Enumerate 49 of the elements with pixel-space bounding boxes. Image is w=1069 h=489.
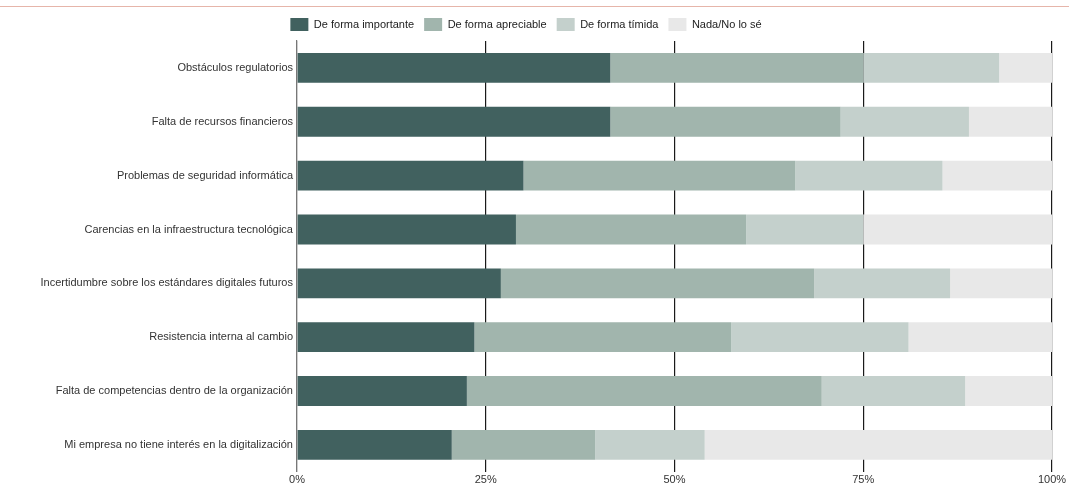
x-tick-label: 0% [289,473,306,486]
bar [610,52,864,83]
bar [523,160,796,191]
legend-label: De forma apreciable [447,17,547,30]
legend-label: De forma tímida [580,17,660,30]
y-tick-label: Obstáculos regulatorios [177,60,294,73]
x-tick-label: 100% [1037,473,1067,486]
bar [863,214,1052,245]
y-tick-label: Falta de recursos financieros [151,114,294,127]
bar [297,52,611,83]
bar [466,376,822,406]
bar [610,106,841,137]
bar [999,52,1052,83]
y-tick-label: Problemas de seguridad informática [116,168,294,181]
bar [731,322,909,353]
bar [968,106,1052,137]
y-tick-label: Resistencia interna al cambio [149,330,293,343]
bar [704,429,1052,460]
bar [297,106,611,137]
bar [515,214,747,245]
y-tick-label: Mi empresa no tiene interés en la digitalización [64,437,293,450]
bar [965,376,1052,406]
bar [297,160,524,191]
y-tick-label: Falta de competencias dentro de la organización [55,384,293,397]
legend-label: De forma importante [313,17,415,30]
bar [908,322,1052,353]
bar [821,376,966,406]
bar [814,268,951,299]
bar [746,214,864,245]
y-tick-label: Incertidumbre sobre los estándares digitales futuros [40,276,294,289]
x-tick-label: 50% [663,473,686,486]
bar [451,429,596,460]
bar [595,429,705,460]
bar [840,106,969,137]
bar [297,268,501,299]
x-tick-label: 25% [474,473,497,486]
bar [500,268,815,299]
y-tick-label: Carencias en la infraestructura tecnológica [84,222,294,235]
legend-label: Nada/No lo sé [691,17,762,30]
bar [795,160,943,191]
bar [950,268,1052,299]
bar [474,322,732,353]
x-tick-label: 75% [852,473,875,486]
bar [297,214,516,245]
bar [297,429,452,460]
bar [863,52,1000,83]
bar [942,160,1052,191]
bar [297,322,475,353]
bar [297,376,467,406]
